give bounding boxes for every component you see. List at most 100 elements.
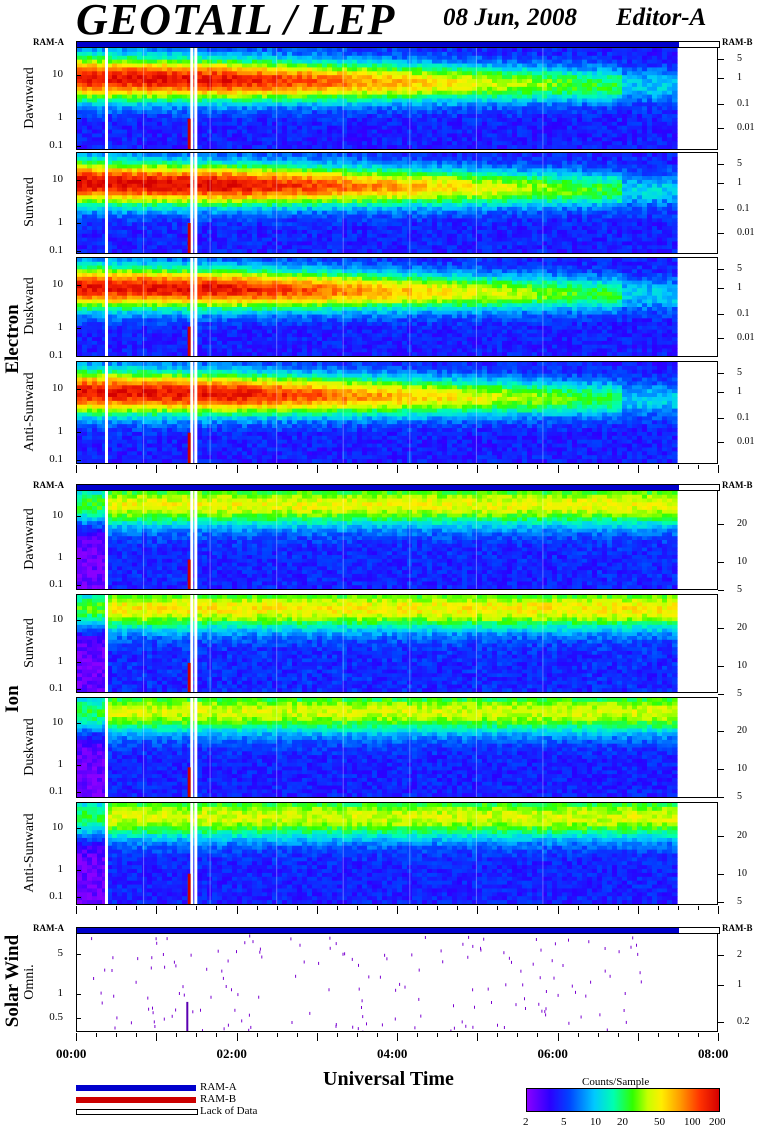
spectrogram-panel	[76, 152, 718, 254]
x-tick-mark	[276, 465, 278, 469]
x-tick-mark	[497, 465, 499, 469]
x-tick-mark	[256, 1033, 258, 1037]
x-tick-mark	[76, 1033, 77, 1041]
x-tick-mark	[196, 1033, 198, 1037]
x-tick-mark	[356, 906, 358, 910]
y2-tick-mark	[718, 590, 724, 591]
x-tick-mark	[76, 906, 77, 914]
y-tick-label: 5	[33, 947, 64, 959]
y-tick-mark	[76, 118, 81, 119]
x-tick-mark	[417, 465, 419, 469]
colorbar-tick-label: 100	[684, 1116, 701, 1128]
y2-tick-mark	[718, 902, 724, 903]
y-tick-mark	[76, 146, 81, 147]
x-tick-mark	[96, 906, 98, 910]
date-label: 08 Jun, 2008	[443, 4, 577, 32]
heatmap-cells	[91, 934, 642, 1031]
x-tick-mark	[637, 1033, 639, 1041]
y2-tick-mark	[718, 183, 724, 184]
y2-tick-mark	[718, 78, 724, 79]
y2-tick-mark	[718, 442, 724, 443]
y2-tick-label: 2	[737, 949, 742, 960]
y2-tick-mark	[718, 874, 724, 875]
legend-ram-a-swatch	[76, 1085, 196, 1091]
x-tick-mark	[697, 1033, 699, 1037]
y2-tick-label: 0.01	[737, 122, 755, 133]
y-tick-label: 1	[33, 551, 64, 563]
x-tick-mark	[256, 906, 258, 910]
colorbar-tick-label: 200	[709, 1116, 726, 1128]
x-tick-mark	[356, 1033, 358, 1037]
spectrogram-panel	[76, 697, 718, 798]
y2-tick-mark	[718, 314, 724, 315]
x-tick-mark	[718, 465, 719, 473]
y2-tick-label: 0.01	[737, 436, 755, 447]
y-tick-mark	[76, 460, 81, 461]
y-tick-label: 1	[33, 111, 64, 123]
x-tick-mark	[196, 906, 198, 910]
ram-a-label: RAM-A	[33, 923, 64, 933]
x-tick-mark	[156, 1033, 158, 1041]
y2-tick-label: 0.1	[737, 412, 750, 423]
x-tick-mark	[216, 465, 218, 469]
spectrogram-panel	[76, 490, 718, 590]
y2-tick-mark	[718, 209, 724, 210]
x-tick-mark	[557, 1033, 559, 1041]
panel-label-duskward: Duskward	[22, 261, 38, 351]
heatmap-cells	[77, 803, 678, 904]
x-tick-mark	[376, 465, 378, 469]
colorbar-tick-label: 2	[523, 1116, 529, 1128]
x-tick-mark	[617, 906, 619, 910]
y2-tick-label: 0.01	[737, 332, 755, 343]
y2-tick-label: 5	[737, 688, 742, 699]
y2-tick-label: 10	[737, 660, 747, 671]
y-tick-label: 0.1	[33, 244, 63, 256]
x-tick-mark	[697, 906, 699, 910]
x-tick-label: 08:00	[698, 1046, 728, 1062]
x-tick-mark	[597, 1033, 599, 1037]
x-tick-mark	[316, 1033, 318, 1041]
y2-tick-mark	[718, 373, 724, 374]
x-tick-mark	[236, 906, 238, 914]
spectrogram-panel	[76, 361, 718, 464]
spectrogram-panel	[76, 802, 718, 905]
group-label-solar-wind: Solar Wind	[2, 931, 24, 1031]
y-tick-label: 10	[33, 716, 63, 728]
y2-tick-mark	[718, 836, 724, 837]
y-tick-label: 0.1	[33, 578, 63, 590]
y-tick-mark	[76, 285, 81, 286]
x-tick-mark	[517, 906, 519, 910]
chart-title: GEOTAIL / LEP	[76, 0, 395, 45]
x-tick-mark	[677, 1033, 679, 1037]
x-tick-mark	[477, 906, 479, 914]
y-tick-mark	[76, 1018, 81, 1019]
x-tick-mark	[657, 1033, 659, 1037]
ram-a-label: RAM-A	[33, 480, 64, 490]
y2-tick-label: 10	[737, 868, 747, 879]
y2-tick-label: 1	[737, 177, 742, 188]
y-tick-mark	[76, 765, 81, 766]
colorbar-tick-label: 20	[617, 1116, 628, 1128]
x-tick-mark	[657, 906, 659, 910]
y-tick-mark	[76, 870, 81, 871]
x-tick-mark	[718, 906, 719, 914]
y2-tick-mark	[718, 797, 724, 798]
x-tick-mark	[296, 465, 298, 469]
y2-tick-label: 1	[737, 72, 742, 83]
y2-tick-mark	[718, 985, 724, 986]
y-tick-label: 1	[33, 425, 64, 437]
x-tick-mark	[116, 1033, 118, 1037]
y-tick-mark	[76, 585, 81, 586]
y2-tick-mark	[718, 104, 724, 105]
heatmap-cells	[77, 491, 678, 589]
group-label-ion: Ion	[2, 649, 24, 749]
colorbar-tick-label: 5	[561, 1116, 567, 1128]
spectrogram-panel	[76, 257, 718, 357]
y2-tick-mark	[718, 233, 724, 234]
x-tick-mark	[617, 1033, 619, 1037]
ram-b-label: RAM-B	[722, 923, 753, 933]
y-tick-mark	[76, 994, 81, 995]
y-tick-label: 1	[33, 987, 64, 999]
x-tick-mark	[156, 465, 158, 473]
x-tick-mark	[497, 906, 499, 910]
